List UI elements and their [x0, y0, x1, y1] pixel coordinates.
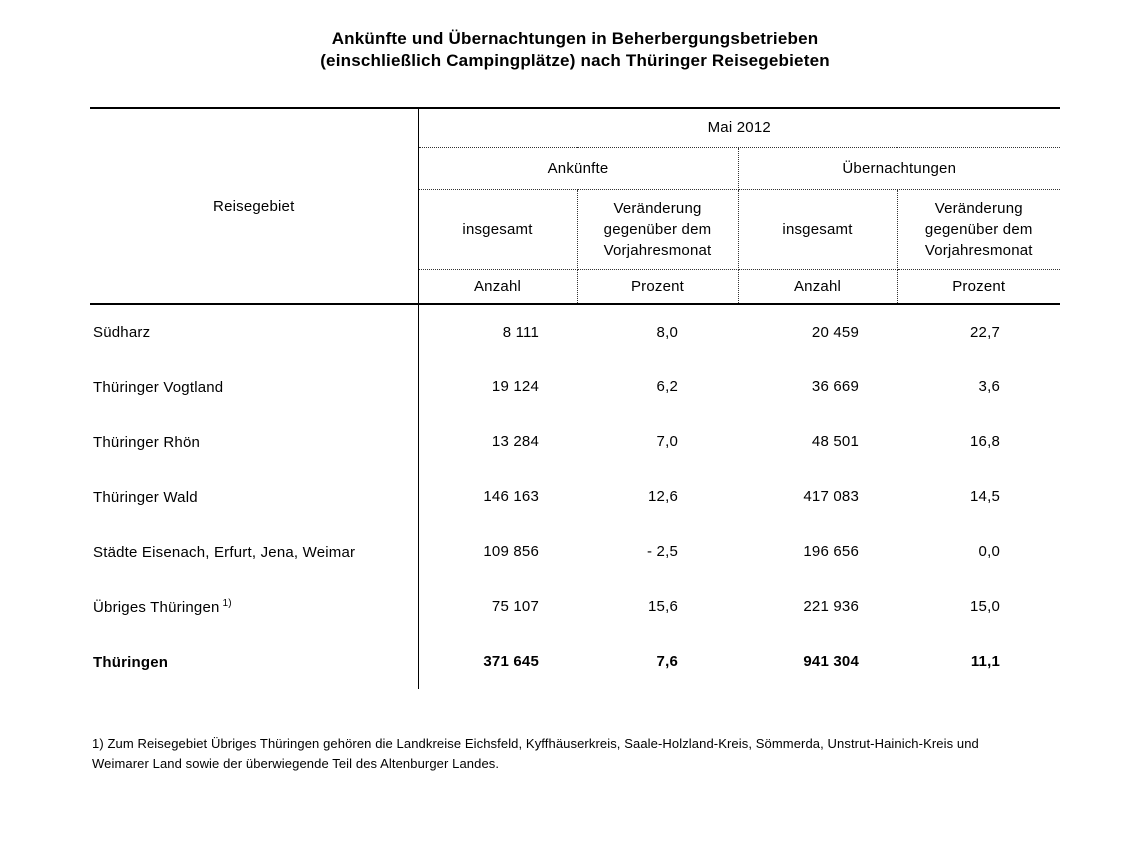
arrivals-total-cell: 109 856: [483, 543, 539, 560]
region-label: Thüringer Wald: [93, 488, 198, 506]
region-cell: Thüringer Vogtland: [90, 359, 419, 414]
arrivals-change-cell: 7,6: [656, 653, 678, 670]
page-title-line2: (einschließlich Campingplätze) nach Thür…: [320, 51, 830, 70]
arrivals-total-cell: 75 107: [491, 598, 539, 615]
column-header-overnights-total: insgesamt: [738, 189, 898, 270]
overnights-total-cell: 20 459: [811, 323, 859, 341]
arrivals-total-cell: 8 111: [502, 323, 539, 341]
table-row-total: Thüringen 371 645 7,6 941 304 11,1: [90, 634, 1060, 689]
page-title: Ankünfte und Übernachtungen in Beherberg…: [90, 28, 1060, 72]
arrivals-change-cell: 7,0: [656, 433, 678, 450]
overnights-change-cell: 11,1: [970, 653, 1000, 670]
arrivals-change-cell: 12,6: [648, 488, 678, 505]
region-cell: Übriges Thüringen 1): [90, 579, 419, 634]
overnights-total-cell: 48 501: [811, 433, 859, 450]
column-header-period: Mai 2012: [418, 107, 1060, 148]
overnights-change-cell: 15,0: [970, 598, 1000, 615]
region-cell: Thüringer Wald: [90, 469, 419, 524]
overnights-change-cell: 0,0: [978, 543, 1000, 560]
table-row: Übriges Thüringen 1) 75 107 15,6 221 936 …: [90, 579, 1060, 634]
arrivals-total-cell: 371 645: [483, 653, 539, 670]
arrivals-change-cell: 15,6: [648, 598, 678, 615]
region-label: Thüringer Vogtland: [93, 378, 224, 396]
arrivals-change-cell: 6,2: [656, 378, 678, 395]
overnights-change-cell: 16,8: [970, 433, 1000, 450]
region-cell: Südharz: [90, 304, 419, 359]
overnights-total-cell: 221 936: [803, 598, 859, 615]
page-title-line1: Ankünfte und Übernachtungen in Beherberg…: [331, 29, 819, 48]
column-group-overnights: Übernachtungen: [738, 147, 1060, 190]
arrivals-total-cell: 146 163: [483, 488, 539, 505]
overnights-change-cell: 3,6: [978, 378, 1000, 395]
region-label: Thüringen: [93, 653, 169, 671]
unit-header-overnights-percent: Prozent: [897, 269, 1060, 305]
tourism-statistics-table: Reisegebiet Mai 2012 Ankünfte Übernachtu…: [90, 107, 1060, 689]
region-label: Thüringer Rhön: [93, 433, 201, 451]
arrivals-change-label: Veränderung gegenüber dem Vorjahresmonat: [603, 199, 712, 259]
region-cell: Thüringen: [90, 634, 419, 689]
footnote-line1: 1) Zum Reisegebiet Übriges Thüringen geh…: [92, 736, 979, 751]
overnights-total-cell: 36 669: [811, 378, 859, 395]
arrivals-total-cell: 19 124: [491, 378, 539, 395]
column-header-arrivals-change: Veränderung gegenüber dem Vorjahresmonat: [577, 189, 739, 270]
footnote-reference: 1): [222, 597, 232, 609]
table-row: Städte Eisenach, Erfurt, Jena, Weimar 10…: [90, 524, 1060, 579]
arrivals-change-cell: 8,0: [656, 323, 678, 341]
region-cell: Städte Eisenach, Erfurt, Jena, Weimar: [90, 524, 419, 579]
unit-header-arrivals-percent: Prozent: [577, 269, 739, 305]
overnights-change-cell: 22,7: [970, 323, 1000, 341]
region-label: Städte Eisenach, Erfurt, Jena, Weimar: [93, 543, 356, 561]
arrivals-change-cell: - 2,5: [646, 543, 678, 560]
table-row: Thüringer Wald 146 163 12,6 417 083 14,5: [90, 469, 1060, 524]
unit-header-arrivals-count: Anzahl: [418, 269, 578, 305]
region-label: Südharz: [93, 324, 151, 341]
region-cell: Thüringer Rhön: [90, 414, 419, 469]
region-label: Übriges Thüringen: [93, 598, 220, 616]
footnote: 1) Zum Reisegebiet Übriges Thüringen geh…: [92, 734, 1052, 774]
overnights-change-label: Veränderung gegenüber dem Vorjahresmonat: [924, 199, 1033, 259]
table-row: Thüringer Rhön 13 284 7,0 48 501 16,8: [90, 414, 1060, 469]
column-header-region: Reisegebiet: [90, 107, 419, 305]
overnights-total-cell: 196 656: [803, 543, 859, 560]
overnights-total-cell: 941 304: [803, 653, 859, 670]
overnights-total-cell: 417 083: [803, 488, 859, 505]
overnights-change-cell: 14,5: [970, 488, 1000, 505]
column-header-arrivals-total: insgesamt: [418, 189, 578, 270]
column-group-arrivals: Ankünfte: [418, 147, 739, 190]
table-row: Thüringer Vogtland 19 124 6,2 36 669 3,6: [90, 359, 1060, 414]
footnote-line2: Weimarer Land sowie der überwiegende Tei…: [92, 756, 500, 771]
table-row: Südharz 8 111 8,0 20 459 22,7: [90, 304, 1060, 359]
column-header-overnights-change: Veränderung gegenüber dem Vorjahresmonat: [897, 189, 1060, 270]
unit-header-overnights-count: Anzahl: [738, 269, 898, 305]
arrivals-total-cell: 13 284: [491, 433, 539, 450]
